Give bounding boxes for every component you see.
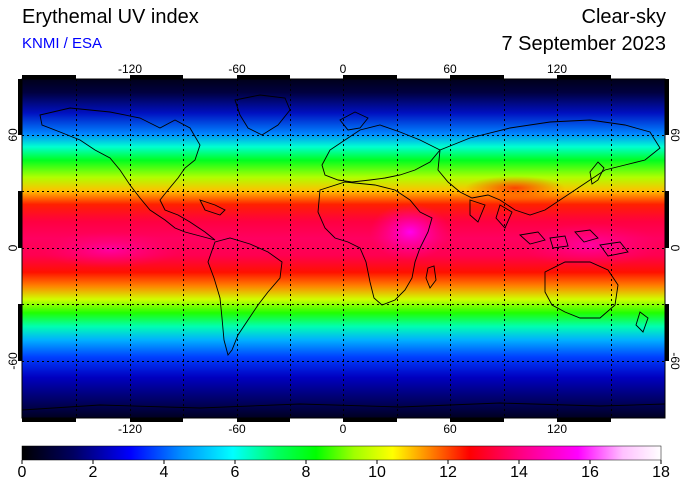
lon-tick-bottom: -120 (118, 422, 142, 436)
uv-hotspots (40, 176, 660, 268)
lon-tick-top: 60 (443, 62, 457, 76)
colorbar-tick-label: 0 (17, 464, 27, 481)
lat-tick-left: 0 (6, 244, 20, 251)
map-date: 7 September 2023 (501, 33, 666, 55)
lat-tick-left: -60 (6, 352, 20, 370)
lon-tick-bottom: 120 (547, 422, 567, 436)
colorbar-tick-label: 18 (652, 464, 670, 481)
colorbar-tick-label: 2 (88, 464, 98, 481)
frame-segments (18, 75, 669, 422)
lon-tick-top: -120 (118, 62, 142, 76)
lat-tick-right: 60 (668, 128, 682, 142)
lon-tick-bottom: -60 (228, 422, 246, 436)
sky-condition: Clear-sky (581, 6, 666, 28)
colorbar-tick-label: 14 (510, 464, 528, 481)
graticule (22, 79, 665, 418)
colorbar-ticks (21, 460, 662, 464)
lon-tick-bottom: 0 (340, 422, 347, 436)
colorbar-tick-label: 10 (368, 464, 386, 481)
lon-tick-top: 0 (340, 62, 347, 76)
lat-tick-right: 0 (668, 245, 682, 252)
colorbar-tick-label: 4 (159, 464, 169, 481)
lon-tick-bottom: 60 (443, 422, 457, 436)
lat-tick-right: -60 (668, 352, 682, 370)
colorbar-tick-label: 16 (581, 464, 599, 481)
colorbar-tick-label: 6 (230, 464, 240, 481)
lon-tick-top: -60 (228, 62, 246, 76)
map-title: Erythemal UV index (22, 6, 199, 28)
lon-tick-top: 120 (547, 62, 567, 76)
data-source: KNMI / ESA (22, 35, 103, 52)
lat-tick-left: 60 (6, 128, 20, 142)
colorbar-tick-label: 12 (439, 464, 457, 481)
colorbar-tick-label: 8 (301, 464, 311, 481)
colorbar (21, 445, 662, 461)
